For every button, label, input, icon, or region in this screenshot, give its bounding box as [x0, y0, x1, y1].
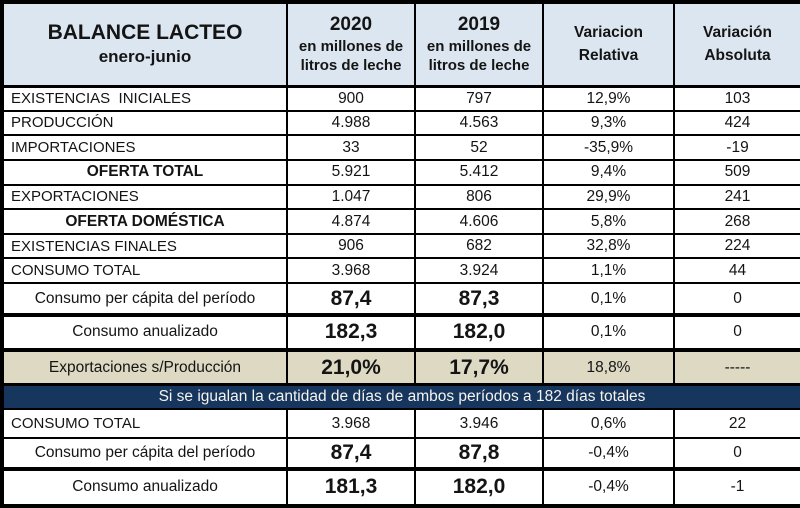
- column-header-variacion-absoluta: Variación Absoluta: [673, 1, 800, 88]
- value-variacion-absoluta: 44: [673, 257, 800, 285]
- value-variacion-absoluta: 0: [673, 437, 800, 470]
- table-row-oferta-domestica: OFERTA DOMÉSTICA 4.874 4.606 5,8% 268: [1, 208, 800, 235]
- row-label: IMPORTACIONES: [1, 134, 288, 161]
- value-2020: 4.874: [286, 208, 416, 235]
- value-2020: 3.968: [286, 408, 416, 440]
- table-row-produccion: PRODUCCIÓN 4.988 4.563 9,3% 424: [1, 109, 800, 137]
- value-2019: 52: [414, 134, 544, 161]
- value-2019: 3.946: [414, 408, 544, 440]
- value-2019: 87,3: [414, 282, 544, 316]
- value-variacion-relativa: 5,8%: [542, 208, 675, 235]
- table-subtitle: enero-junio: [98, 47, 192, 67]
- row-label: OFERTA TOTAL: [1, 158, 288, 186]
- value-2019: 4.606: [414, 208, 544, 235]
- value-2019: 87,8: [414, 437, 544, 470]
- row-label: CONSUMO TOTAL: [1, 257, 288, 285]
- row-label: PRODUCCIÓN: [1, 109, 288, 137]
- value-variacion-relativa: 18,8%: [542, 347, 675, 386]
- table-title: BALANCE LACTEO: [47, 21, 243, 45]
- value-variacion-relativa: 32,8%: [542, 232, 675, 260]
- table-row-exportaciones: EXPORTACIONES 1.047 806 29,9% 241: [1, 183, 800, 211]
- value-variacion-absoluta: 103: [673, 85, 800, 112]
- value-variacion-absoluta: -1: [673, 466, 800, 508]
- value-variacion-absoluta: 22: [673, 408, 800, 440]
- table-row-importaciones: IMPORTACIONES 33 52 -35,9% -19: [1, 134, 800, 161]
- table-row-existencias-finales: EXISTENCIAS FINALES 906 682 32,8% 224: [1, 232, 800, 260]
- row-label: Consumo per cápita del período: [1, 437, 288, 470]
- value-variacion-absoluta: 0: [673, 312, 800, 351]
- value-variacion-relativa: 0,1%: [542, 312, 675, 351]
- value-variacion-absoluta: 268: [673, 208, 800, 235]
- value-2020: 33: [286, 134, 416, 161]
- value-2020: 181,3: [286, 466, 416, 508]
- column-header-2020: 2020 en millones de litros de leche: [286, 1, 416, 88]
- value-variacion-absoluta: -----: [673, 347, 800, 386]
- row-label: Exportaciones s/Producción: [1, 347, 288, 386]
- row-label: Consumo anualizado: [1, 466, 288, 508]
- value-2020: 900: [286, 85, 416, 112]
- row-label: CONSUMO TOTAL: [1, 408, 288, 440]
- row-label: EXPORTACIONES: [1, 183, 288, 211]
- value-2020: 182,3: [286, 312, 416, 351]
- value-variacion-relativa: -0,4%: [542, 466, 675, 508]
- table-row-existencias-iniciales: EXISTENCIAS INICIALES 900 797 12,9% 103: [1, 85, 800, 112]
- row-label: EXISTENCIAS FINALES: [1, 232, 288, 260]
- value-2019: 17,7%: [414, 347, 544, 386]
- value-variacion-relativa: -35,9%: [542, 134, 675, 161]
- value-variacion-relativa: 0,6%: [542, 408, 675, 440]
- value-2020: 4.988: [286, 109, 416, 137]
- value-2019: 682: [414, 232, 544, 260]
- table-row-consumo-anualizado-182: Consumo anualizado 181,3 182,0 -0,4% -1: [1, 466, 800, 508]
- value-variacion-relativa: 1,1%: [542, 257, 675, 285]
- value-variacion-relativa: 12,9%: [542, 85, 675, 112]
- value-variacion-relativa: -0,4%: [542, 437, 675, 470]
- header-row: BALANCE LACTEO enero-junio 2020 en millo…: [1, 1, 800, 88]
- column-header-variacion-relativa: Variacion Relativa: [542, 1, 675, 88]
- value-2020: 87,4: [286, 282, 416, 316]
- section-banner-text: Si se igualan la cantidad de días de amb…: [1, 383, 800, 411]
- value-2019: 3.924: [414, 257, 544, 285]
- row-label: Consumo per cápita del período: [1, 282, 288, 316]
- value-2019: 182,0: [414, 312, 544, 351]
- row-label: Consumo anualizado: [1, 312, 288, 351]
- value-2020: 1.047: [286, 183, 416, 211]
- value-variacion-relativa: 9,4%: [542, 158, 675, 186]
- value-variacion-relativa: 29,9%: [542, 183, 675, 211]
- table-row-exportaciones-sobre-produccion: Exportaciones s/Producción 21,0% 17,7% 1…: [1, 347, 800, 386]
- value-variacion-absoluta: 0: [673, 282, 800, 316]
- value-2019: 4.563: [414, 109, 544, 137]
- value-variacion-relativa: 0,1%: [542, 282, 675, 316]
- value-2020: 21,0%: [286, 347, 416, 386]
- section-banner-row: Si se igualan la cantidad de días de amb…: [1, 383, 800, 411]
- value-2019: 5.412: [414, 158, 544, 186]
- value-variacion-absoluta: 241: [673, 183, 800, 211]
- value-variacion-absoluta: 509: [673, 158, 800, 186]
- row-label: OFERTA DOMÉSTICA: [1, 208, 288, 235]
- table-row-consumo-anualizado: Consumo anualizado 182,3 182,0 0,1% 0: [1, 312, 800, 351]
- table-row-consumo-per-capita-182: Consumo per cápita del período 87,4 87,8…: [1, 437, 800, 470]
- table-row-oferta-total: OFERTA TOTAL 5.921 5.412 9,4% 509: [1, 158, 800, 186]
- value-2020: 3.968: [286, 257, 416, 285]
- value-variacion-absoluta: -19: [673, 134, 800, 161]
- value-2019: 182,0: [414, 466, 544, 508]
- value-variacion-absoluta: 424: [673, 109, 800, 137]
- value-2020: 87,4: [286, 437, 416, 470]
- value-2020: 5.921: [286, 158, 416, 186]
- row-label: EXISTENCIAS INICIALES: [1, 85, 288, 112]
- value-variacion-relativa: 9,3%: [542, 109, 675, 137]
- table-row-consumo-total-182: CONSUMO TOTAL 3.968 3.946 0,6% 22: [1, 408, 800, 440]
- value-variacion-absoluta: 224: [673, 232, 800, 260]
- table-title-cell: BALANCE LACTEO enero-junio: [1, 1, 288, 88]
- value-2020: 906: [286, 232, 416, 260]
- value-2019: 797: [414, 85, 544, 112]
- value-2019: 806: [414, 183, 544, 211]
- column-header-2019: 2019 en millones de litros de leche: [414, 1, 544, 88]
- table-row-consumo-total: CONSUMO TOTAL 3.968 3.924 1,1% 44: [1, 257, 800, 285]
- table-row-consumo-per-capita: Consumo per cápita del período 87,4 87,3…: [1, 282, 800, 316]
